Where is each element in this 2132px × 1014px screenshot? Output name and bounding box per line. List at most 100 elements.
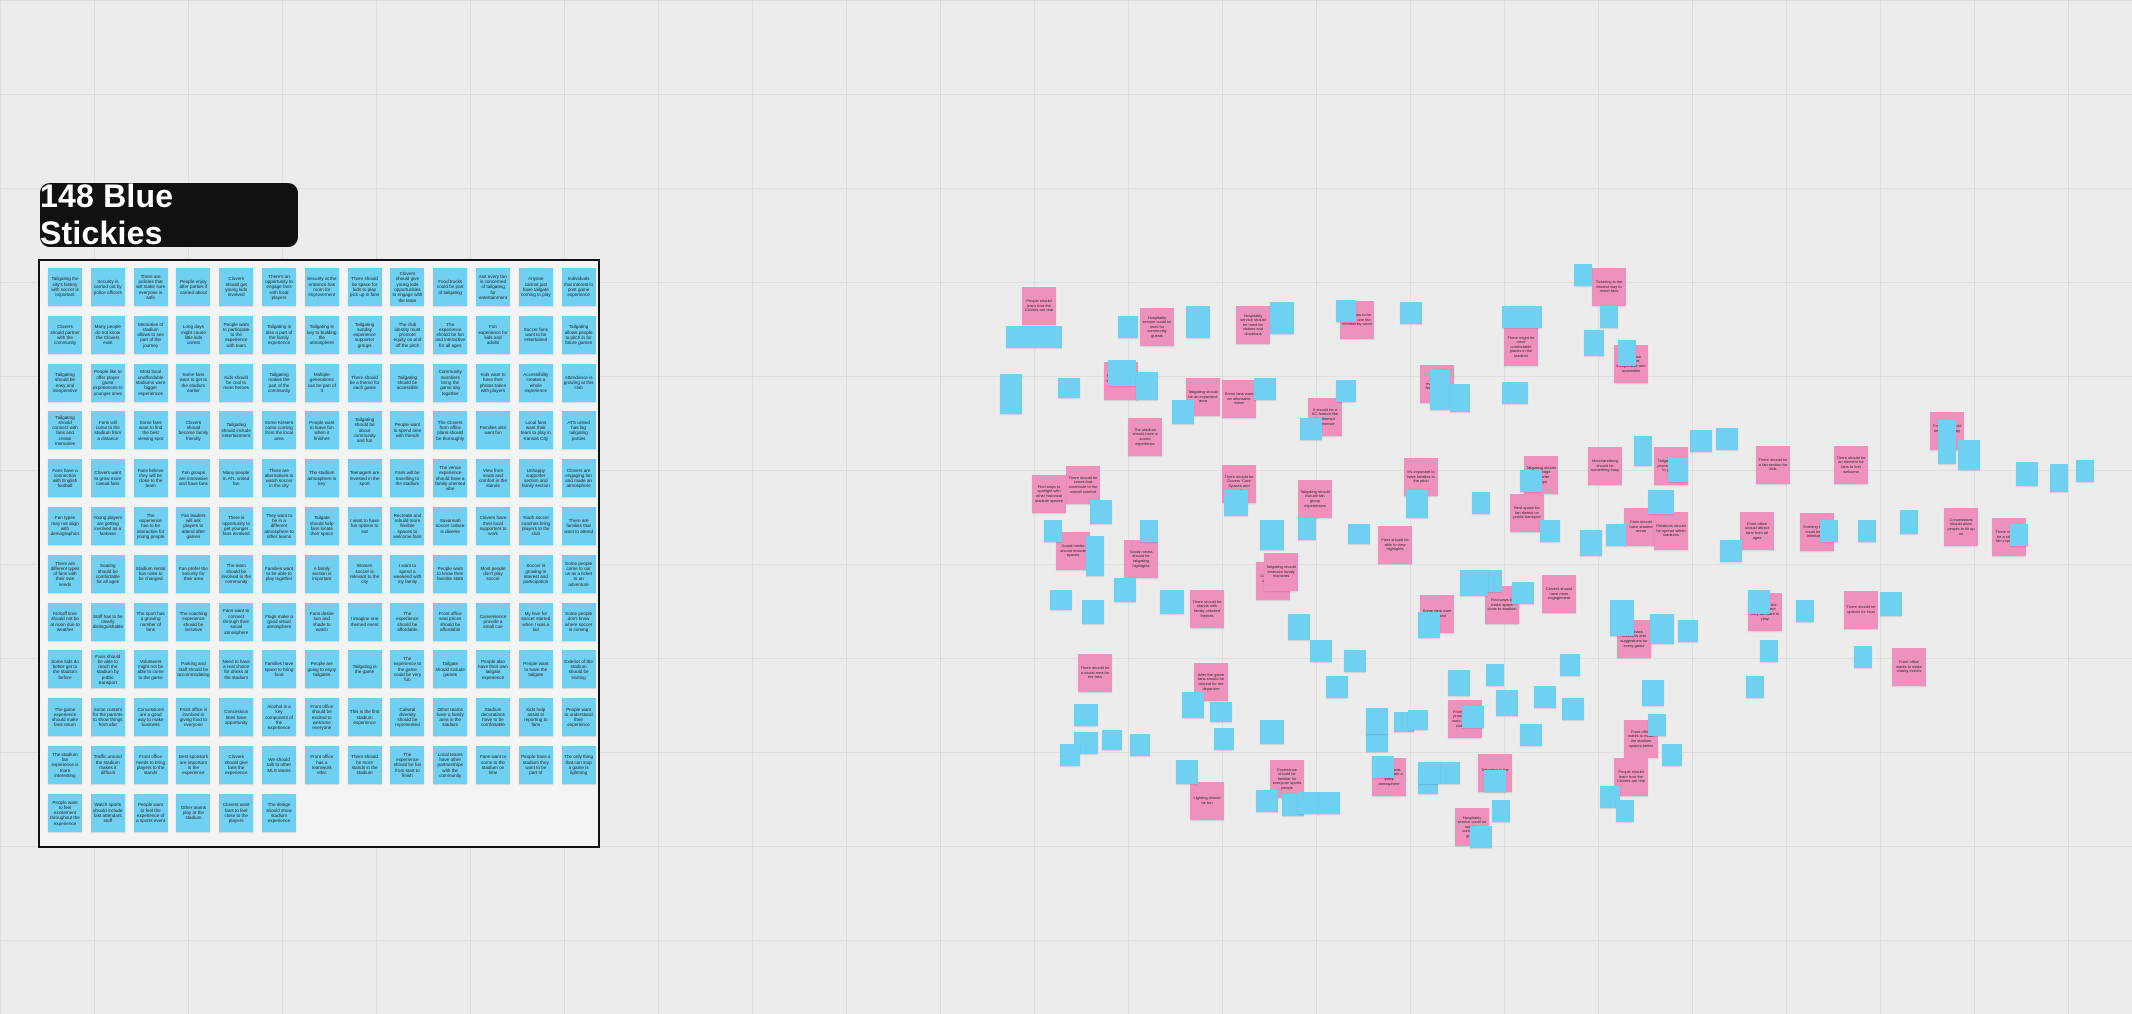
- pink-sticky-note[interactable]: People should learn how the Clovers are …: [1614, 758, 1648, 796]
- blank-blue-sticky[interactable]: [1610, 600, 1634, 636]
- blank-blue-sticky[interactable]: [1748, 590, 1770, 614]
- blue-sticky-note[interactable]: People want to feel excitement throughou…: [48, 793, 82, 832]
- blue-sticky-note[interactable]: Clovers have their local supporters to w…: [476, 507, 510, 545]
- pink-sticky-note[interactable]: The stadium should have a sound experien…: [1128, 418, 1162, 456]
- blue-sticky-note[interactable]: People are going to enjoy tailgates: [304, 650, 339, 689]
- blue-sticky-note[interactable]: There should be a theme for each game: [347, 363, 382, 402]
- blue-sticky-note[interactable]: Some people don't know where soccer is c…: [561, 602, 596, 641]
- blue-sticky-note[interactable]: The coaching experience should be inclus…: [176, 602, 211, 641]
- blue-sticky-note[interactable]: Clovers want to grow more casual fans: [90, 459, 125, 498]
- blank-blue-sticky[interactable]: [1574, 264, 1592, 286]
- pink-sticky-note[interactable]: Relations should be spread within stadiu…: [1654, 512, 1688, 550]
- blank-blue-sticky[interactable]: [1678, 620, 1698, 642]
- blank-blue-sticky[interactable]: [1418, 612, 1440, 638]
- blue-sticky-note[interactable]: Tailgate should help fans locate their s…: [304, 507, 339, 545]
- blank-blue-sticky[interactable]: [1938, 420, 1956, 464]
- blank-blue-sticky[interactable]: [1058, 378, 1080, 398]
- blank-blue-sticky[interactable]: [1648, 490, 1674, 514]
- blue-sticky-note[interactable]: The experience to the game could be very…: [390, 650, 425, 689]
- blank-blue-sticky[interactable]: [1496, 690, 1518, 716]
- blue-sticky-note[interactable]: Fans want to connect through their socia…: [219, 602, 254, 641]
- blank-blue-sticky[interactable]: [1050, 590, 1072, 610]
- blue-sticky-note[interactable]: Long days might cause little kids unrest: [176, 315, 211, 354]
- blue-sticky-note[interactable]: I want to have fun options to eat: [347, 507, 382, 545]
- blue-sticky-note[interactable]: Many people in ATL united fan: [219, 459, 254, 498]
- blue-sticky-note[interactable]: Security at the entrance has room for im…: [304, 268, 339, 306]
- blue-sticky-note[interactable]: Soccer is growing in interest and partic…: [518, 554, 553, 593]
- blue-sticky-note[interactable]: The only thing that can stop a game is l…: [561, 746, 596, 784]
- blue-sticky-note[interactable]: Front office is involved in giving food …: [176, 698, 211, 737]
- blue-sticky-note[interactable]: The stadium fan experience is more inter…: [48, 746, 82, 784]
- pink-sticky-note[interactable]: Front office should attract fans from al…: [1740, 512, 1774, 550]
- blank-blue-sticky[interactable]: [1344, 650, 1366, 672]
- blank-blue-sticky[interactable]: [1690, 430, 1712, 452]
- pink-sticky-note[interactable]: Hospitality service could be used for co…: [1140, 308, 1174, 346]
- blue-sticky-note[interactable]: People like to offer player guest experi…: [90, 363, 125, 402]
- blank-blue-sticky[interactable]: [1186, 306, 1210, 338]
- blue-sticky-note[interactable]: Tailgating is the game: [347, 650, 382, 689]
- blank-blue-sticky[interactable]: [1450, 384, 1470, 412]
- blank-blue-sticky[interactable]: [1606, 524, 1626, 546]
- blue-sticky-note[interactable]: Young players are getting involved as a …: [90, 507, 125, 545]
- pink-sticky-note[interactable]: After the game fans should be around for…: [1194, 663, 1228, 701]
- blank-blue-sticky[interactable]: [1650, 614, 1674, 644]
- blue-sticky-note[interactable]: Exterior of the stadium should be inviti…: [561, 650, 596, 689]
- blue-sticky-note[interactable]: Recreate and rebuild more flexible space…: [390, 507, 425, 545]
- blue-sticky-note[interactable]: Individuals that interest in post game e…: [561, 268, 596, 306]
- blue-sticky-note[interactable]: Kids want to have their photos taken wit…: [476, 363, 510, 402]
- blue-sticky-note[interactable]: People want to know their favorite stars: [433, 554, 468, 593]
- blue-sticky-note[interactable]: The design should show stadium experienc…: [262, 793, 296, 832]
- blue-sticky-note[interactable]: Fans should be able to reach the stadium…: [90, 650, 125, 689]
- pink-sticky-note[interactable]: Ticketing is the easiest way to reach fa…: [1592, 268, 1626, 306]
- blue-sticky-note[interactable]: The game experience should make fans ret…: [48, 698, 82, 737]
- pink-sticky-note[interactable]: Fans should be able to view highlights: [1378, 526, 1412, 564]
- blank-blue-sticky[interactable]: [1060, 744, 1080, 766]
- blue-sticky-note[interactable]: Fan types may not align with demographic…: [48, 507, 82, 545]
- blue-sticky-note[interactable]: Front office should be excited to welcom…: [304, 698, 339, 737]
- blue-sticky-note[interactable]: Tailgating the city's history with socce…: [48, 268, 82, 306]
- blue-sticky-note[interactable]: There is opportunity to get younger fans…: [219, 507, 254, 545]
- blue-sticky-note[interactable]: Tailgating should connect with fans and …: [48, 411, 82, 450]
- blank-blue-sticky[interactable]: [2076, 460, 2094, 482]
- blank-blue-sticky[interactable]: [1470, 826, 1492, 848]
- blank-blue-sticky[interactable]: [1484, 770, 1506, 792]
- blank-blue-sticky[interactable]: [1600, 306, 1618, 328]
- blank-blue-sticky[interactable]: [1854, 646, 1872, 668]
- blue-sticky-note[interactable]: Fan groups are innovative and have fans: [176, 459, 211, 498]
- blank-blue-sticky[interactable]: [1796, 600, 1814, 622]
- pink-sticky-note[interactable]: Front office wants to make charity event…: [1892, 648, 1926, 686]
- blank-blue-sticky[interactable]: [1118, 316, 1138, 338]
- blue-sticky-note[interactable]: The experience should be fun from start …: [390, 746, 425, 784]
- blank-blue-sticky[interactable]: [1044, 520, 1062, 542]
- blank-blue-sticky[interactable]: [1090, 500, 1112, 524]
- blank-blue-sticky[interactable]: [1880, 592, 1902, 616]
- blue-sticky-note[interactable]: A family section is important: [304, 554, 339, 593]
- blank-blue-sticky[interactable]: [1600, 786, 1620, 808]
- blank-blue-sticky[interactable]: [1958, 440, 1980, 470]
- pink-sticky-note[interactable]: Best space for fan district on public tr…: [1510, 494, 1544, 532]
- blue-sticky-note[interactable]: Fans believe they will be close to the t…: [133, 459, 168, 498]
- blank-blue-sticky[interactable]: [1336, 380, 1356, 402]
- blank-blue-sticky[interactable]: [1460, 570, 1488, 596]
- blank-blue-sticky[interactable]: [1492, 800, 1510, 822]
- pink-sticky-note[interactable]: There should be zones that contribute to…: [1066, 466, 1100, 504]
- blue-sticky-note[interactable]: Kickoff time should not be at noon due t…: [48, 602, 82, 641]
- pink-sticky-note[interactable]: There should be options for food: [1844, 591, 1878, 629]
- blank-blue-sticky[interactable]: [1540, 520, 1560, 542]
- blue-sticky-note[interactable]: ATS united has big tailgating parties: [561, 411, 596, 450]
- blue-sticky-note[interactable]: Tailgate should include games: [433, 650, 468, 689]
- blank-blue-sticky[interactable]: [1584, 330, 1604, 356]
- blue-sticky-note[interactable]: Tailgating is key to building the atmosp…: [304, 315, 339, 354]
- blue-sticky-note[interactable]: Some kids do better get to the stadium b…: [48, 650, 82, 689]
- blank-blue-sticky[interactable]: [1484, 570, 1502, 592]
- blue-sticky-note[interactable]: Tailgating sunday experience supporter g…: [347, 315, 382, 354]
- blank-blue-sticky[interactable]: [1254, 378, 1276, 400]
- pink-sticky-note[interactable]: People should learn how the Clovers are …: [1022, 287, 1056, 325]
- pink-sticky-note[interactable]: Lighting should be fun: [1190, 782, 1224, 820]
- blank-blue-sticky[interactable]: [1900, 510, 1918, 534]
- blue-sticky-note[interactable]: Fan leaders will ask players to attend a…: [176, 507, 211, 545]
- blue-sticky-note[interactable]: Savannah soccer culture is diverse: [433, 507, 468, 545]
- pink-sticky-note[interactable]: Tailgating should include fan group expe…: [1298, 480, 1332, 518]
- blue-sticky-note[interactable]: Security is carried out by police office…: [90, 268, 125, 306]
- blue-sticky-note[interactable]: I want to spend a weekend with my family: [390, 554, 425, 593]
